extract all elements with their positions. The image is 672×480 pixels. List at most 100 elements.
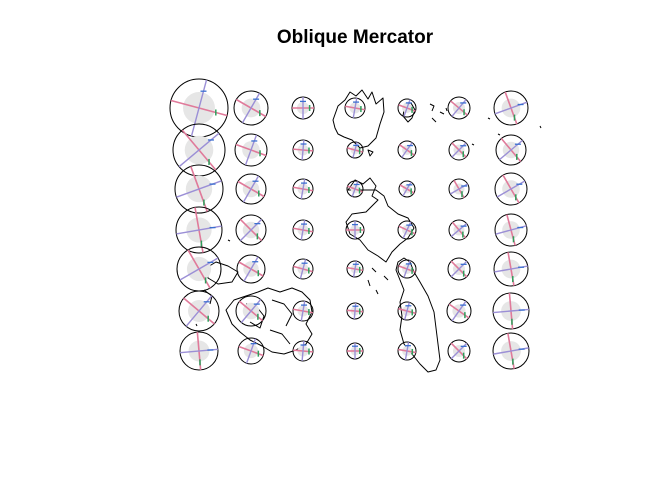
indicatrix-ring [346, 141, 364, 159]
indicatrix-minor-axis [300, 220, 306, 240]
indicatrix-ring [447, 96, 471, 120]
indicatrix-minor-axis [301, 139, 305, 161]
indicatrix-3-3 [292, 178, 314, 200]
indicatrix-2-3 [292, 139, 314, 161]
indicatrix-minor-axis [242, 175, 260, 203]
indicatrix-ring [292, 258, 314, 280]
indicatrix-3-7 [494, 172, 528, 206]
indicatrix-ring [233, 90, 269, 126]
indicatrix-ring [397, 301, 417, 321]
indicatrix-minor-axis [239, 218, 263, 242]
plot-title: Oblique Mercator [276, 27, 434, 48]
indicatrix-1-1 [169, 78, 229, 138]
indicatrix-4-1 [175, 206, 223, 254]
indicatrix-2-5 [397, 140, 417, 160]
coastline-chain-islands [367, 267, 389, 295]
indicatrix-minor-axis [240, 299, 262, 323]
indicatrix-minor-axis [353, 302, 357, 320]
indicatrix-ring [494, 172, 528, 206]
indicatrix-ring [398, 180, 416, 198]
indicatrix-ring [292, 178, 314, 200]
indicatrix-ring [175, 206, 223, 254]
indicatrix-7-3 [292, 340, 314, 362]
indicatrix-4-5 [397, 220, 417, 240]
indicatrix-minor-axis [190, 79, 208, 137]
indicatrix-minor-axis [241, 92, 261, 124]
indicatrix-4-2 [235, 214, 267, 246]
indicatrix-minor-axis [301, 340, 305, 362]
indicatrix-ring [493, 251, 529, 287]
indicatrix-7-1 [179, 331, 219, 371]
indicatrix-4-3 [292, 219, 314, 241]
indicatrix-ring [234, 133, 268, 167]
indicatrix-minor-axis [245, 338, 257, 364]
indicatrix-ring [292, 300, 314, 322]
indicatrix-ring [397, 98, 417, 118]
indicatrix-minor-axis [178, 132, 220, 168]
indicatrix-ring [494, 213, 528, 247]
indicatrix-3-4 [346, 180, 364, 198]
indicatrix-6-7 [492, 292, 530, 330]
indicatrix-ring [447, 339, 471, 363]
coastline-australia [332, 89, 385, 149]
indicatrix-6-6 [446, 298, 472, 324]
indicatrix-ring [397, 341, 417, 361]
indicatrix-3-6 [448, 178, 470, 200]
indicatrix-minor-axis [179, 257, 219, 281]
indicatrix-minor-axis [300, 179, 306, 199]
indicatrix-ring [174, 164, 224, 214]
indicatrix-ring [346, 180, 364, 198]
indicatrix-minor-axis [300, 301, 306, 321]
indicatrix-7-2 [237, 337, 265, 365]
indicatrix-2-7 [495, 134, 527, 166]
indicatrix-5-5 [397, 259, 417, 279]
coastline-antarctica [345, 177, 415, 263]
indicatrix-minor-axis [244, 134, 258, 166]
indicatrix-2-1 [172, 123, 226, 177]
indicatrix-1-5 [397, 98, 417, 118]
indicatrix-ring [492, 332, 530, 370]
indicatrix-ring [236, 254, 266, 284]
indicatrix-ring [292, 139, 314, 161]
indicatrix-4-6 [448, 219, 470, 241]
indicatrix-ring [447, 257, 471, 281]
indicatrix-1-2 [233, 90, 269, 126]
coastline-tasmania [367, 149, 374, 157]
indicatrix-minor-axis [352, 98, 358, 118]
coastline-islands-east [429, 103, 448, 123]
indicatrix-4-4 [345, 220, 365, 240]
indicatrix-1-3 [291, 96, 315, 120]
indicatrix-ring [346, 260, 364, 278]
indicatrix-ring [448, 139, 470, 161]
indicatrix-ring [397, 220, 417, 240]
indicatrix-3-2 [235, 173, 267, 205]
indicatrix-6-3 [292, 300, 314, 322]
indicatrix-4-7 [494, 213, 528, 247]
coastline-south-america [395, 257, 441, 373]
indicatrix-5-1 [176, 246, 222, 292]
indicatrix-1-4 [344, 97, 366, 119]
indicatrix-minor-axis [451, 300, 467, 322]
indicatrix-6-4 [346, 302, 364, 320]
indicatrix-ring [235, 214, 267, 246]
indicatrix-5-6 [447, 257, 471, 281]
indicatrix-ring [493, 90, 529, 126]
indicatrix-ring [292, 219, 314, 241]
indicatrix-6-2 [235, 295, 267, 327]
indicatrix-2-2 [234, 133, 268, 167]
indicatrix-2-4 [346, 141, 364, 159]
indicatrix-ring [235, 173, 267, 205]
indicatrix-6-1 [178, 290, 220, 332]
tissot-indicatrix-grid [169, 78, 530, 371]
indicatrix-ring [292, 340, 314, 362]
indicatrix-5-2 [236, 254, 266, 284]
indicatrix-ring [237, 337, 265, 365]
indicatrix-ring [178, 290, 220, 332]
indicatrix-ring [344, 97, 366, 119]
indicatrix-5-7 [493, 251, 529, 287]
indicatrix-2-6 [448, 139, 470, 161]
indicatrix-ring [179, 331, 219, 371]
indicatrix-3-5 [398, 180, 416, 198]
coastline-speckles [195, 117, 542, 327]
